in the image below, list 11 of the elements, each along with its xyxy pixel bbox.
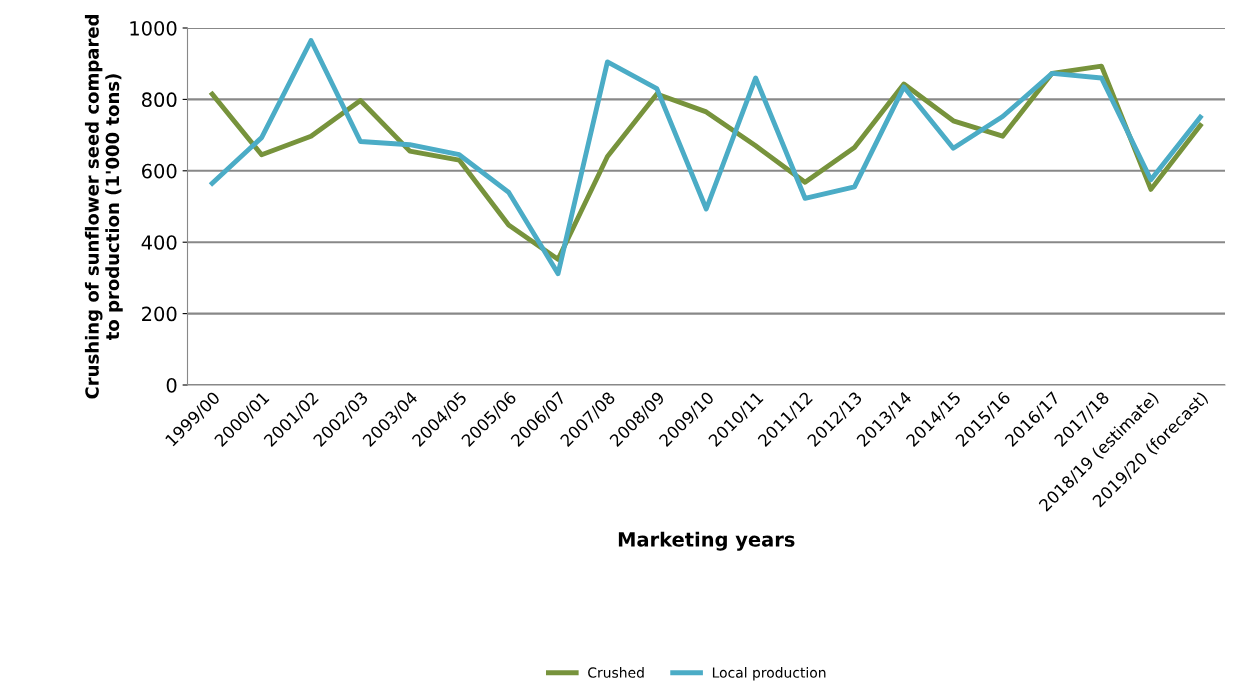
legend-label: Crushed [588,667,644,678]
x-axis-title: Marketing years [618,531,795,551]
y-tick-label: 400 [141,235,177,250]
y-tick-label: 200 [142,306,177,322]
y-tick-label: 600 [142,163,177,179]
legend-label: Local production [712,667,826,681]
line-series [209,38,1203,277]
y-axis-title: Crushing of sunflower seed compared to production (1'000 tons) [84,15,123,399]
y-tick-label: 800 [141,92,177,108]
y-tick-label: 0 [166,377,177,393]
y-tick-label: 1000 [130,20,177,36]
